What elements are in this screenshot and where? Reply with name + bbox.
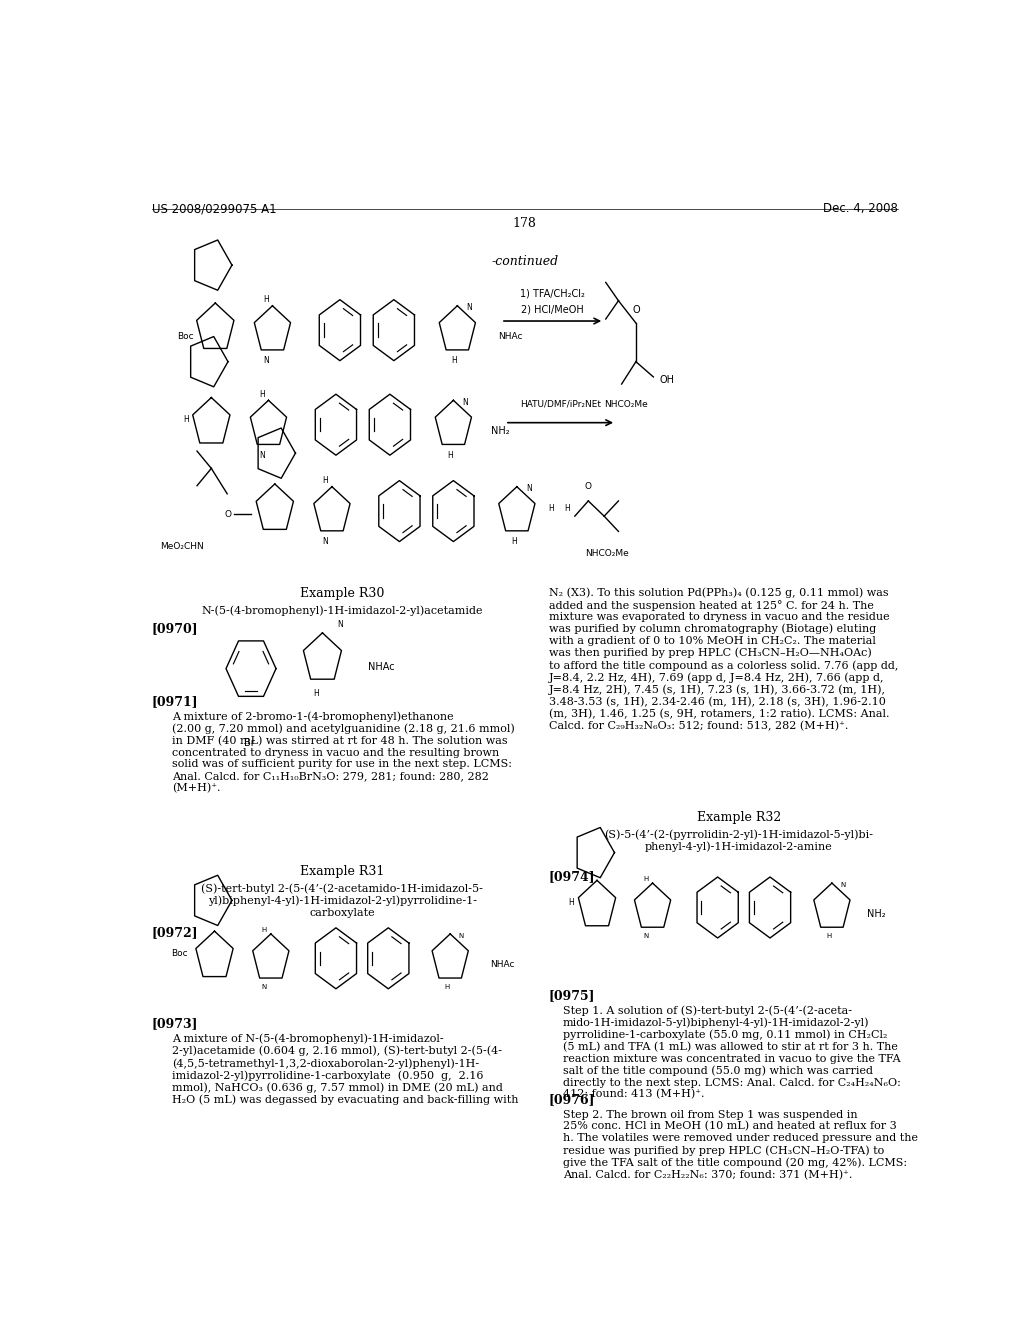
Text: H: H xyxy=(644,876,649,882)
Text: N: N xyxy=(323,537,329,546)
Text: N: N xyxy=(644,933,649,939)
Text: Dec. 4, 2008: Dec. 4, 2008 xyxy=(823,202,898,215)
Text: H: H xyxy=(564,503,569,512)
Text: N: N xyxy=(337,620,343,630)
Text: NHCO₂Me: NHCO₂Me xyxy=(604,400,648,409)
Text: N: N xyxy=(263,356,269,366)
Text: H: H xyxy=(826,933,831,939)
Text: US 2008/0299075 A1: US 2008/0299075 A1 xyxy=(152,202,276,215)
Text: (S)-5-(4’-(2-(pyrrolidin-2-yl)-1H-imidazol-5-yl)bi-
phenyl-4-yl)-1H-imidazol-2-a: (S)-5-(4’-(2-(pyrrolidin-2-yl)-1H-imidaz… xyxy=(604,829,873,853)
Text: H: H xyxy=(259,389,265,399)
Text: O: O xyxy=(632,305,640,315)
Text: Br: Br xyxy=(244,738,255,747)
Text: A mixture of N-(5-(4-bromophenyl)-1H-imidazol-
2-yl)acetamide (0.604 g, 2.16 mmo: A mixture of N-(5-(4-bromophenyl)-1H-imi… xyxy=(172,1034,518,1105)
Text: [0972]: [0972] xyxy=(152,925,199,939)
Text: MeO₂CHN: MeO₂CHN xyxy=(160,543,204,552)
Text: H: H xyxy=(452,356,457,366)
Text: Boc: Boc xyxy=(177,331,194,341)
Text: NHAc: NHAc xyxy=(489,960,514,969)
Text: O: O xyxy=(224,510,231,519)
Text: 2) HCl/MeOH: 2) HCl/MeOH xyxy=(521,305,584,315)
Text: H: H xyxy=(262,927,267,933)
Text: N: N xyxy=(459,933,464,939)
Text: NHAc: NHAc xyxy=(369,661,395,672)
Text: [0970]: [0970] xyxy=(152,622,199,635)
Text: N-(5-(4-bromophenyl)-1H-imidazol-2-yl)acetamide: N-(5-(4-bromophenyl)-1H-imidazol-2-yl)ac… xyxy=(202,606,483,616)
Text: (S)-tert-butyl 2-(5-(4’-(2-acetamido-1H-imidazol-5-
yl)biphenyl-4-yl)-1H-imidazo: (S)-tert-butyl 2-(5-(4’-(2-acetamido-1H-… xyxy=(202,883,483,917)
Text: NHAc: NHAc xyxy=(499,331,523,341)
Text: H: H xyxy=(263,296,269,304)
Text: HATU/DMF/iPr₂NEt: HATU/DMF/iPr₂NEt xyxy=(520,400,601,408)
Text: N: N xyxy=(466,304,472,313)
Text: H: H xyxy=(183,414,188,424)
Text: H: H xyxy=(548,503,554,512)
Text: H: H xyxy=(444,983,450,990)
Text: Example R31: Example R31 xyxy=(300,865,384,878)
Text: Example R30: Example R30 xyxy=(300,587,384,601)
Text: NH₂: NH₂ xyxy=(867,908,886,919)
Text: [0976]: [0976] xyxy=(549,1093,595,1106)
Text: [0971]: [0971] xyxy=(152,696,199,708)
Text: H: H xyxy=(511,537,516,546)
Text: N: N xyxy=(463,397,468,407)
Text: Step 2. The brown oil from Step 1 was suspended in
25% conc. HCl in MeOH (10 mL): Step 2. The brown oil from Step 1 was su… xyxy=(563,1110,918,1180)
Text: N: N xyxy=(526,484,531,494)
Text: H: H xyxy=(323,477,329,484)
Text: NHCO₂Me: NHCO₂Me xyxy=(585,549,629,557)
Text: Boc: Boc xyxy=(171,949,187,958)
Text: N: N xyxy=(259,450,265,459)
Text: -continued: -continued xyxy=(492,255,558,268)
Text: H: H xyxy=(313,689,318,697)
Text: A mixture of 2-bromo-1-(4-bromophenyl)ethanone
(2.00 g, 7.20 mmol) and acetylgua: A mixture of 2-bromo-1-(4-bromophenyl)et… xyxy=(172,711,514,793)
Text: H: H xyxy=(447,450,453,459)
Text: H: H xyxy=(568,898,574,907)
Text: N: N xyxy=(841,882,846,888)
Text: Step 1. A solution of (S)-tert-butyl 2-(5-(4’-(2-aceta-
mido-1H-imidazol-5-yl)bi: Step 1. A solution of (S)-tert-butyl 2-(… xyxy=(563,1005,901,1100)
Text: NH₂: NH₂ xyxy=(492,426,510,436)
Text: OH: OH xyxy=(659,375,675,385)
Text: 1) TFA/CH₂Cl₂: 1) TFA/CH₂Cl₂ xyxy=(520,289,585,298)
Text: Example R32: Example R32 xyxy=(697,810,781,824)
Text: O: O xyxy=(585,482,592,491)
Text: [0975]: [0975] xyxy=(549,989,595,1002)
Text: N₂ (X3). To this solution Pd(PPh₃)₄ (0.125 g, 0.11 mmol) was
added and the suspe: N₂ (X3). To this solution Pd(PPh₃)₄ (0.1… xyxy=(549,587,898,731)
Text: [0973]: [0973] xyxy=(152,1018,199,1030)
Text: 178: 178 xyxy=(513,218,537,231)
Text: N: N xyxy=(262,983,267,990)
Text: [0974]: [0974] xyxy=(549,870,595,883)
